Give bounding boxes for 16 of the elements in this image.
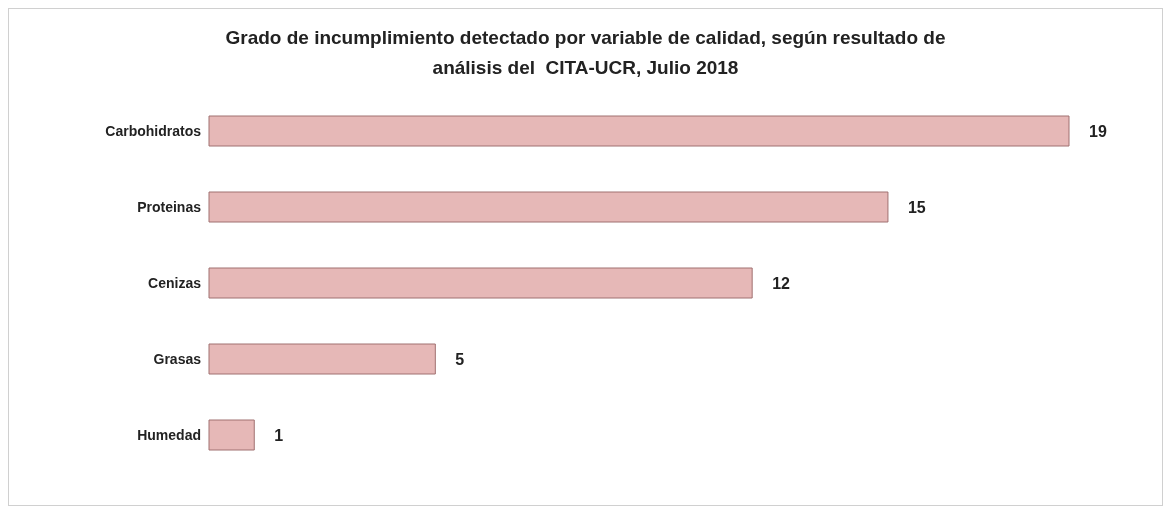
y-tick-label: Carbohidratos — [105, 122, 202, 139]
data-label: 12 — [772, 274, 791, 292]
data-label: 19 — [1089, 122, 1107, 140]
bar — [208, 343, 436, 375]
chart-title: Grado de incumplimiento detectado por variable de calidad, según resultado de análisis del CITA-UCR, Julio 2018 — [224, 26, 947, 80]
bar — [208, 191, 889, 223]
y-tick-label: Grasas — [153, 350, 202, 367]
y-tick-label: Cenizas — [148, 274, 202, 291]
data-label: 5 — [455, 350, 465, 368]
y-tick-label: Humedad — [137, 426, 201, 443]
y-tick-label: Proteinas — [137, 198, 202, 215]
data-label: 1 — [274, 426, 284, 444]
bar — [208, 419, 255, 451]
bar — [208, 115, 1070, 147]
data-label: 15 — [907, 198, 926, 216]
bar — [208, 267, 753, 299]
